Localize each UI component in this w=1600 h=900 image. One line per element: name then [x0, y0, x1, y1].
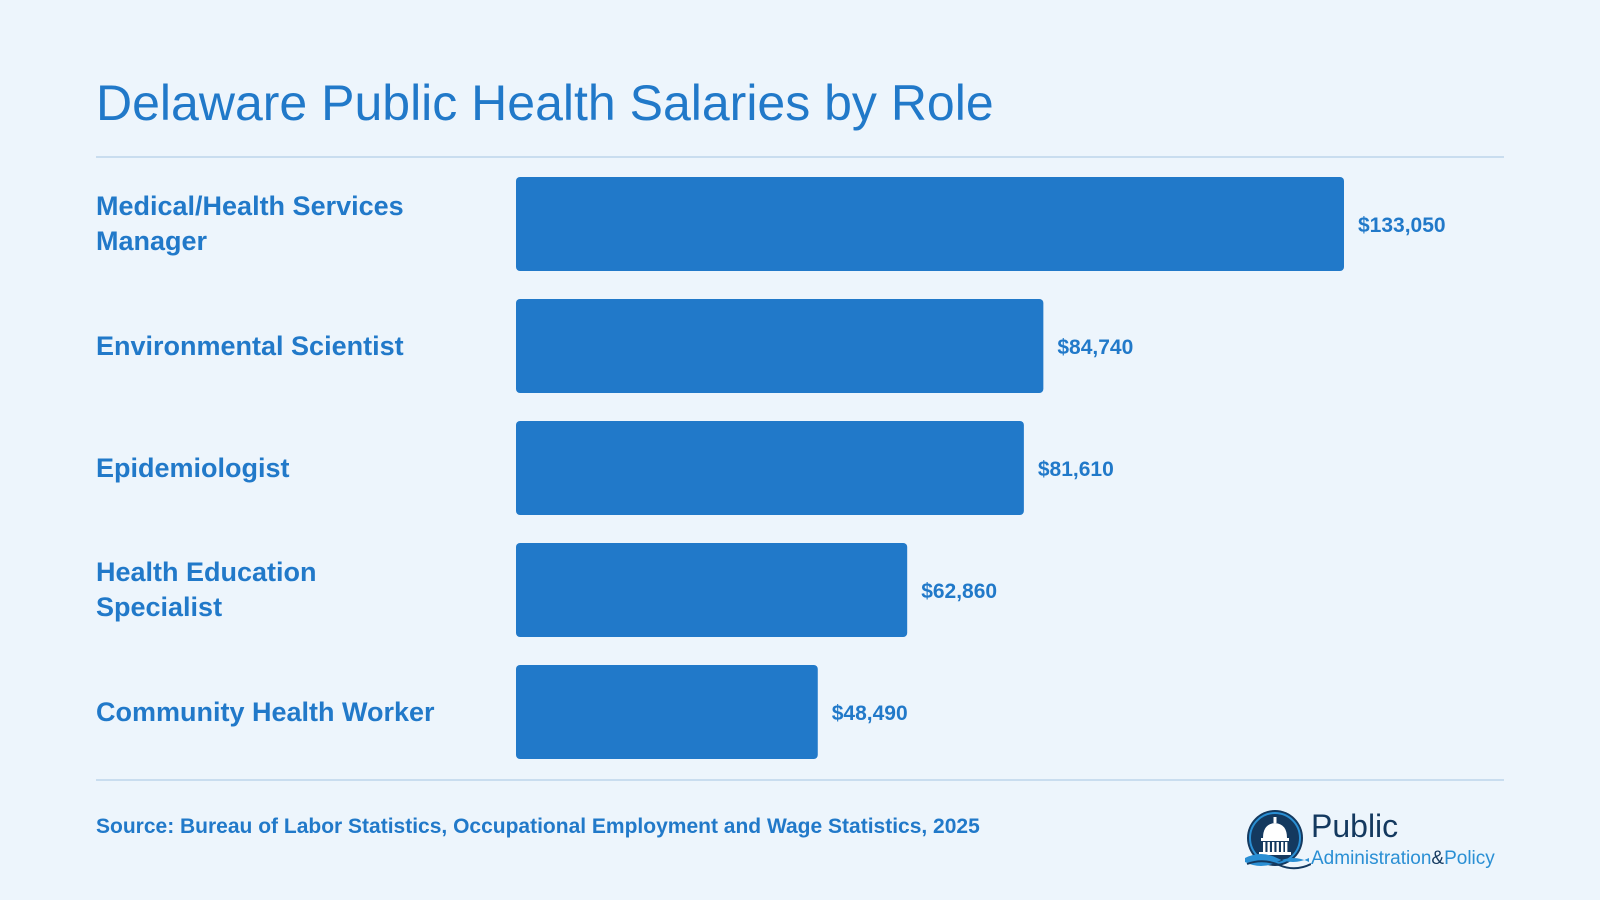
source-note: Source: Bureau of Labor Statistics, Occu…: [96, 815, 980, 838]
category-label: Community Health Worker: [96, 696, 435, 727]
bar: [516, 299, 1044, 393]
category-label: Environmental Scientist: [96, 330, 404, 361]
bar-value-label: $81,610: [1038, 458, 1114, 481]
bar-chart-svg: $133,050 $84,740 $81,610 $62,860 $48,490: [516, 177, 1446, 759]
category-label: Health Education Specialist: [96, 557, 317, 622]
bottom-divider: [96, 779, 1504, 781]
category-label: Epidemiologist: [96, 452, 290, 483]
bar-value-label: $62,860: [921, 580, 997, 603]
bar: [516, 543, 908, 637]
bar: [516, 421, 1024, 515]
capitol-dome-icon: [1245, 810, 1311, 870]
category-label: Medical/Health Services Manager: [96, 191, 404, 256]
bar-value-label: $48,490: [832, 702, 908, 725]
bar-value-label: $84,740: [1057, 336, 1133, 359]
top-divider: [96, 156, 1504, 158]
bar: [516, 665, 818, 759]
chart-title: Delaware Public Health Salaries by Role: [96, 75, 994, 131]
bar-chart: $133,050 $84,740 $81,610 $62,860 $48,490 Med…: [0, 170, 1600, 770]
bar-value-label: $133,050: [1358, 214, 1446, 237]
logo-wordmark-sub: Administration&Policy: [1311, 848, 1495, 869]
publisher-logo: Public Administration&Policy: [1245, 808, 1505, 874]
bar: [516, 177, 1344, 271]
logo-wordmark-public: Public: [1311, 808, 1399, 844]
